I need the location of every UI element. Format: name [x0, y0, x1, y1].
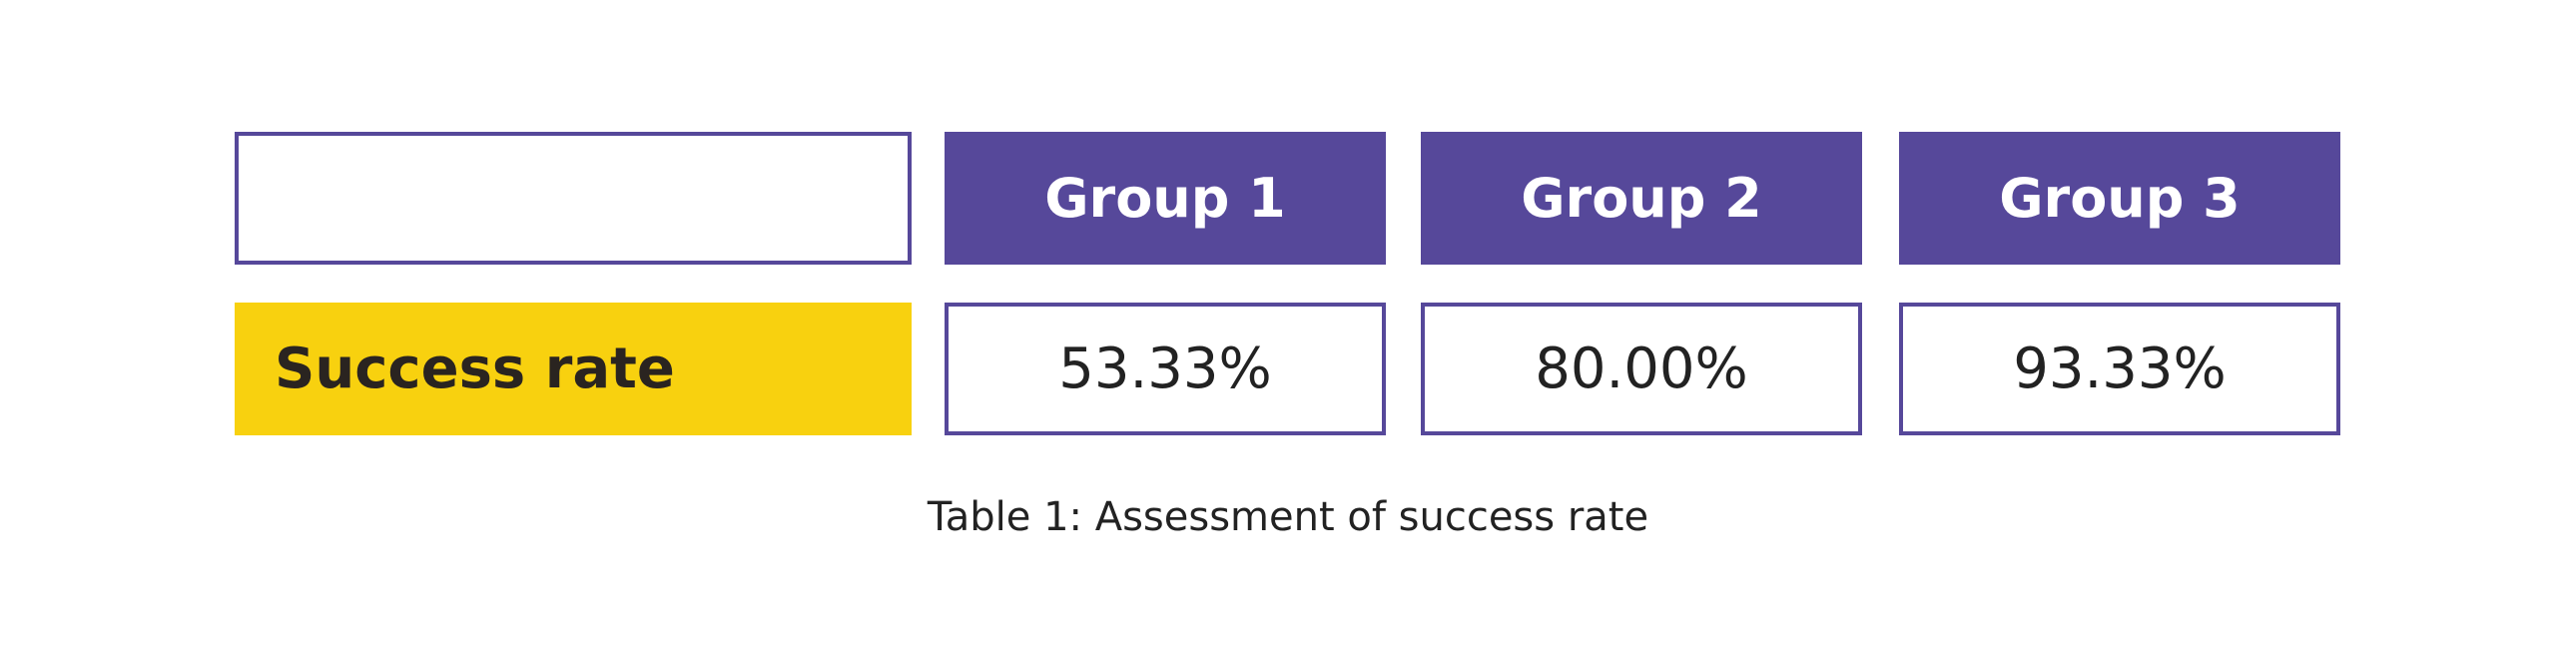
corner-cell [235, 132, 912, 265]
value-cell: 93.33% [1899, 303, 2340, 435]
row-label: Success rate [235, 303, 912, 435]
value-cell: 80.00% [1421, 303, 1862, 435]
column-header: Group 2 [1421, 132, 1862, 265]
table-caption: Table 1: Assessment of success rate [927, 494, 1649, 540]
column-header: Group 3 [1899, 132, 2340, 265]
column-header: Group 1 [945, 132, 1386, 265]
value-cell: 53.33% [945, 303, 1386, 435]
